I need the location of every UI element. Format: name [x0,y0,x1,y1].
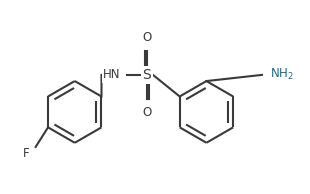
Text: HN: HN [103,68,121,81]
Text: O: O [142,106,151,119]
Text: S: S [142,68,151,82]
Text: O: O [142,31,151,44]
Text: NH$_2$: NH$_2$ [270,67,294,82]
Text: F: F [23,146,29,159]
